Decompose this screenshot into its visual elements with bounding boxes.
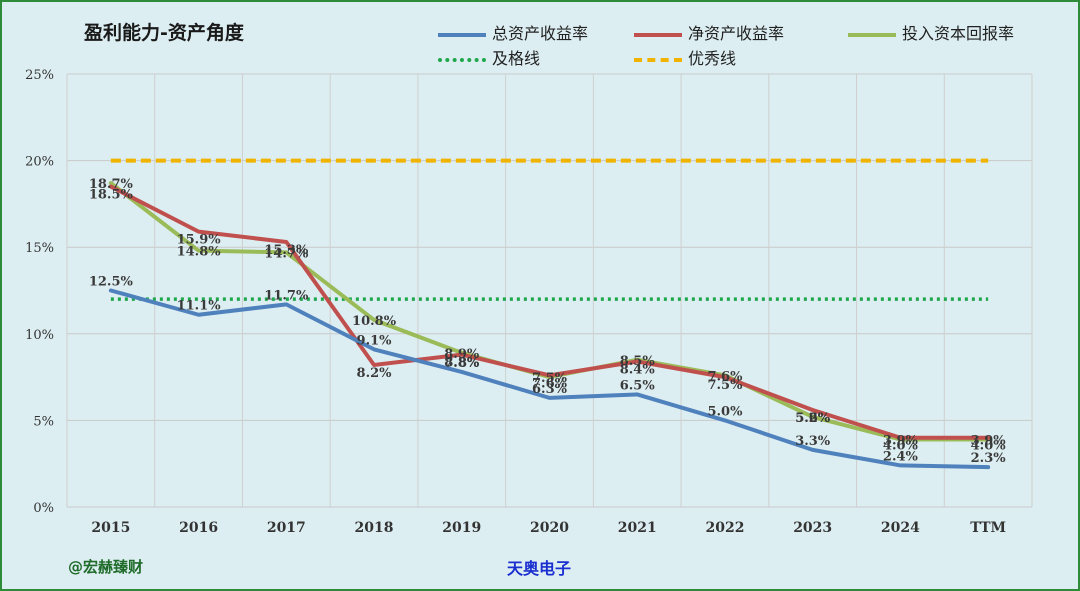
legend-pass-label: 及格线 [492, 49, 541, 68]
x-tick-label: 2017 [267, 520, 306, 536]
x-tick-label: 2018 [355, 520, 394, 536]
legend-roic-swatch [848, 32, 896, 37]
legend-pass: 及格线 [438, 45, 540, 69]
data-label: 3.9% [883, 433, 919, 448]
series-line-0 [108, 288, 991, 470]
data-label: 6.3% [532, 382, 568, 397]
legend-roe-swatch [634, 32, 682, 37]
series-line-1 [108, 184, 991, 440]
legend-roa: 总资产收益率 [438, 20, 588, 44]
legend-roa-label: 总资产收益率 [492, 24, 589, 43]
legend-pass-swatch [438, 57, 486, 62]
y-tick-label: 5% [33, 414, 54, 429]
data-label: 15.9% [177, 233, 222, 248]
legend-excellent: 优秀线 [634, 45, 736, 69]
data-label: 6.5% [620, 378, 656, 393]
data-label: 8.9% [444, 347, 480, 362]
y-tick-label: 20% [25, 155, 54, 170]
data-label: 10.8% [352, 314, 397, 329]
legend-excellent-label: 优秀线 [688, 49, 737, 68]
x-tick-label: TTM [970, 520, 1006, 536]
data-label: 14.8% [177, 245, 222, 260]
data-label: 18.7% [89, 177, 134, 192]
data-label: 4.0% [883, 439, 919, 454]
data-label: 8.2% [357, 366, 393, 381]
data-label: 3.9% [971, 433, 1007, 448]
data-label: 15.3% [264, 243, 309, 258]
y-tick-label: 25% [25, 68, 54, 83]
data-label: 5.0% [707, 404, 743, 419]
legend-roe-label: 净资产收益率 [688, 24, 785, 43]
data-label: 11.7% [264, 288, 309, 303]
data-label: 18.5% [89, 188, 134, 203]
author-watermark: @宏赫臻财 [68, 558, 144, 576]
data-label: 7.6% [532, 376, 568, 391]
data-label: 3.3% [795, 434, 831, 449]
data-label: 8.4% [620, 363, 656, 378]
data-label: 7.5% [532, 371, 568, 386]
data-label: 2.3% [971, 451, 1007, 466]
legend-excellent-swatch [634, 57, 682, 62]
legend-roic: 投入资本回报率 [848, 20, 1014, 44]
y-tick-label: 0% [33, 501, 54, 516]
data-label: 7.6% [707, 369, 743, 384]
y-tick-label: 10% [25, 328, 54, 343]
data-label: 7.8% [444, 356, 480, 371]
data-label: 2.4% [883, 449, 919, 464]
data-label: 8.8% [444, 356, 480, 371]
x-tick-label: 2015 [91, 520, 130, 536]
data-label: 7.5% [707, 378, 743, 393]
x-tick-label: 2020 [530, 520, 569, 536]
x-tick-label: 2023 [793, 520, 832, 536]
company-name: 天奥电子 [507, 559, 572, 578]
x-tick-label: 2019 [442, 520, 481, 536]
x-tick-label: 2016 [179, 520, 218, 536]
legend-roa-swatch [438, 32, 486, 37]
x-tick-label: 2024 [881, 520, 920, 536]
y-tick-label: 15% [25, 241, 54, 256]
legend-roic-label: 投入资本回报率 [902, 24, 1015, 43]
data-label: 8.5% [620, 354, 656, 369]
data-label: 12.5% [89, 275, 134, 290]
chart-title: 盈利能力-资产角度 [84, 22, 244, 44]
data-label: 5.6% [795, 411, 831, 426]
legend-roe: 净资产收益率 [634, 20, 784, 44]
data-label: 9.1% [357, 333, 393, 348]
data-label: 11.1% [177, 299, 222, 314]
data-label: 4.0% [971, 439, 1007, 454]
x-tick-label: 2021 [618, 520, 657, 536]
data-label: 5.2% [795, 411, 831, 426]
x-tick-label: 2022 [705, 520, 744, 536]
data-label: 14.7% [264, 246, 309, 261]
